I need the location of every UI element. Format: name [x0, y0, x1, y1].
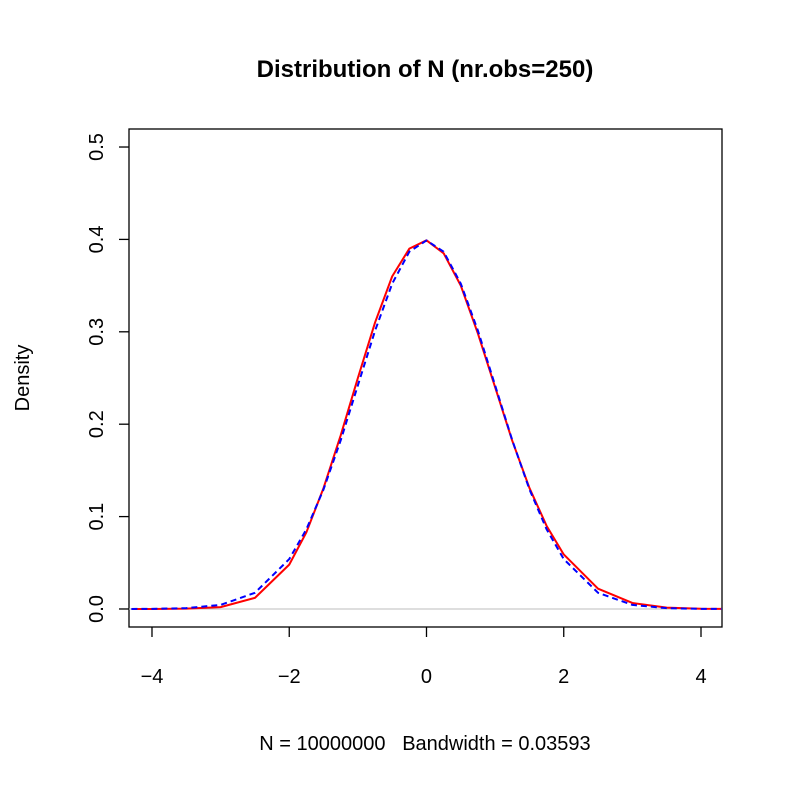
y-tick-label: 0.4 — [86, 226, 108, 254]
x-tick-label: −4 — [141, 666, 164, 688]
y-tick-label: 0.0 — [86, 595, 108, 623]
y-tick-label: 0.5 — [86, 133, 108, 161]
y-axis-label: Density — [12, 345, 34, 412]
x-tick-label: 2 — [558, 666, 569, 688]
y-tick-label: 0.3 — [86, 318, 108, 346]
density-line — [131, 239, 722, 610]
y-tick-label: 0.1 — [86, 503, 108, 531]
x-axis-label: N = 10000000 Bandwidth = 0.03593 — [259, 733, 590, 755]
x-tick-label: 0 — [421, 666, 432, 688]
x-tick-label: 4 — [695, 666, 706, 688]
plot-frame — [128, 128, 723, 628]
x-tick-label: −2 — [278, 666, 301, 688]
chart-title: Distribution of N (nr.obs=250) — [257, 56, 594, 83]
y-tick-label: 0.2 — [86, 410, 108, 438]
